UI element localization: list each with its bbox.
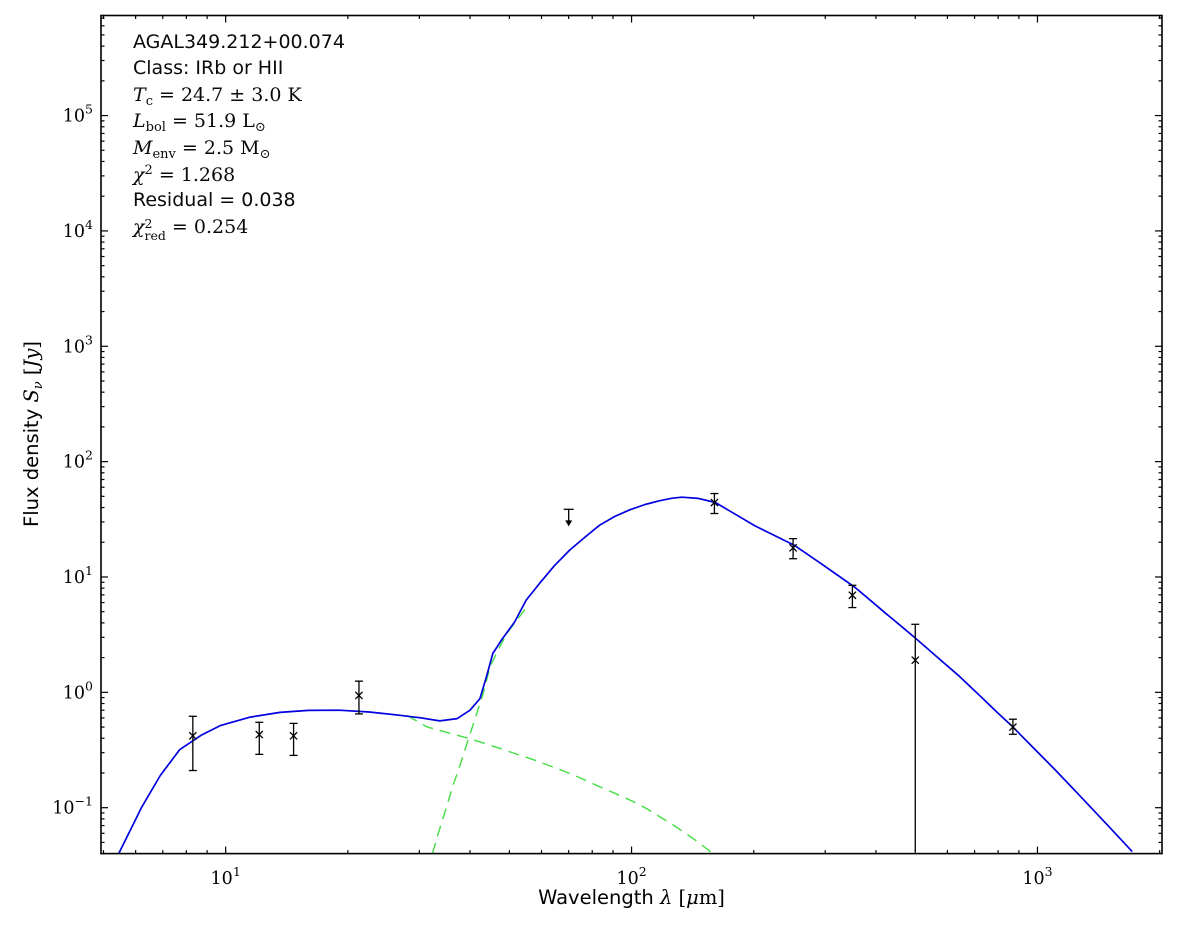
y-axis-label: Flux density Sν [Jy] xyxy=(20,341,46,527)
x-marker xyxy=(710,498,719,507)
y-tick-label: 101 xyxy=(63,563,93,588)
data-point-870um xyxy=(1008,718,1017,735)
x-tick-label: 101 xyxy=(211,864,241,889)
fit-parameters-annotation: AGAL349.212+00.074 Class: IRb or HII Tc = … xyxy=(133,31,345,242)
photometry-points xyxy=(188,492,1017,852)
data-point-160um xyxy=(710,492,719,515)
best-fit-model-total-curve xyxy=(117,496,1133,854)
x-tick-label: 103 xyxy=(1022,864,1052,889)
y-tick-label: 105 xyxy=(63,102,93,127)
annotation-line: Class: IRb or HII xyxy=(133,57,284,80)
stacked-sup-sub: 2 red xyxy=(144,215,166,243)
model-curves xyxy=(117,496,1133,854)
x-marker xyxy=(848,591,857,600)
data-point-500um xyxy=(911,623,920,852)
x-marker xyxy=(188,731,197,740)
data-point-14.7um xyxy=(289,722,298,757)
x-tick-label: 102 xyxy=(616,864,646,889)
y-tick-label: 104 xyxy=(63,217,93,242)
x-axis-label: Wavelength λ [μm] xyxy=(538,886,725,909)
data-point-21.3um xyxy=(354,680,364,715)
x-marker xyxy=(289,731,298,740)
warm-component-curve xyxy=(406,714,715,854)
x-marker xyxy=(911,656,920,665)
annotation-line: Tc = 24.7 ± 3.0 K xyxy=(133,83,302,109)
x-marker xyxy=(255,730,264,739)
annotation-line: Lbol = 51.9 L⊙ xyxy=(133,110,266,136)
y-tick-label: 102 xyxy=(63,448,93,473)
y-tick-label: 100 xyxy=(63,678,93,703)
axis-ticks xyxy=(101,15,1162,854)
data-point-350um xyxy=(848,584,857,609)
annotation-line: Residual = 0.038 xyxy=(133,189,296,212)
upper-limit-marker-70um xyxy=(563,508,574,527)
x-marker xyxy=(789,543,798,552)
data-point-8.3um xyxy=(188,715,197,772)
x-marker xyxy=(354,691,364,700)
y-tick-label: 103 xyxy=(63,332,93,357)
data-point-12.1um xyxy=(255,721,264,756)
data-point-250um xyxy=(789,537,798,560)
annotation-line: AGAL349.212+00.074 xyxy=(133,31,345,53)
tick-labels: 101 102 103 10−1 100 101 102 103 104 105 xyxy=(52,102,1052,889)
y-tick-label: 10−1 xyxy=(52,794,93,819)
annotation-line: χ2 = 1.268 xyxy=(133,162,236,186)
x-marker xyxy=(1008,723,1017,732)
annotation-line: Menv = 2.5 M⊙ xyxy=(133,136,271,162)
annotation-line: χ 2 red = 0.254 xyxy=(133,215,249,243)
cold-component-curve xyxy=(431,607,527,854)
